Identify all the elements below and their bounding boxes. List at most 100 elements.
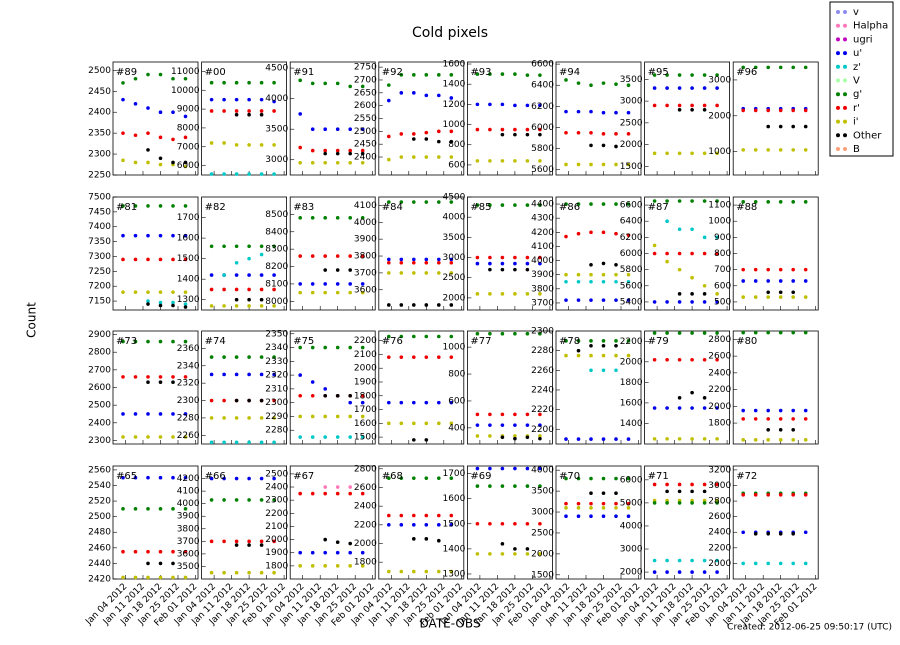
point	[222, 416, 226, 420]
point	[399, 513, 404, 518]
y-tick-label: 2000	[531, 549, 554, 559]
point	[259, 287, 264, 292]
point	[437, 271, 441, 275]
point	[538, 203, 542, 207]
y-tick-label: 1900	[354, 377, 377, 387]
point	[272, 355, 276, 359]
point	[247, 172, 251, 176]
point	[677, 558, 682, 563]
point	[525, 466, 530, 471]
point	[778, 408, 783, 413]
y-tick-label: 6000	[620, 475, 643, 485]
point	[424, 303, 429, 307]
point	[399, 155, 404, 159]
legend-marker	[843, 51, 847, 56]
y-tick-label: 1700	[177, 213, 200, 223]
point	[209, 97, 214, 102]
point	[222, 355, 226, 359]
panel-label: #74	[205, 336, 226, 347]
point	[335, 268, 340, 272]
point	[449, 257, 454, 262]
point	[665, 482, 669, 487]
point	[576, 476, 581, 481]
y-tick-label: 3600	[177, 549, 200, 559]
y-tick-label: 2260	[531, 366, 554, 376]
point	[272, 109, 276, 113]
y-tick-label: 800	[448, 140, 465, 150]
point	[803, 295, 808, 299]
point	[791, 330, 795, 335]
y-tick-label: 2450	[354, 140, 377, 150]
y-tick-label: 5800	[531, 144, 554, 154]
point	[183, 507, 188, 511]
point	[741, 267, 745, 272]
point	[652, 300, 657, 304]
point	[133, 549, 138, 554]
point	[412, 137, 416, 141]
point	[209, 498, 214, 502]
y-tick-label: 2500	[442, 273, 465, 283]
point	[475, 255, 480, 260]
point	[677, 501, 682, 505]
point	[766, 148, 770, 152]
legend-marker	[836, 92, 840, 97]
point	[387, 83, 391, 87]
point	[348, 435, 353, 439]
point	[791, 267, 795, 272]
point	[183, 375, 188, 379]
point	[500, 423, 505, 427]
point	[171, 160, 175, 165]
y-tick-label: 5600	[620, 281, 643, 291]
point	[741, 295, 745, 299]
point	[259, 109, 264, 113]
point	[424, 137, 429, 141]
point	[791, 148, 795, 152]
point	[158, 561, 163, 566]
y-tick-label: 2100	[265, 522, 288, 532]
point	[564, 339, 568, 343]
point	[690, 108, 694, 112]
point	[247, 440, 251, 445]
y-tick-label: 1500	[177, 254, 200, 264]
point	[387, 260, 391, 265]
point	[626, 279, 631, 284]
point	[614, 353, 618, 358]
point	[222, 440, 226, 445]
point	[449, 476, 454, 480]
point	[121, 435, 125, 439]
point	[665, 489, 669, 494]
point	[360, 345, 365, 350]
point	[803, 65, 808, 70]
y-tick-label: 2480	[88, 528, 111, 538]
point	[222, 97, 226, 102]
legend-label: u'	[853, 48, 862, 59]
y-tick-label: 2300	[177, 396, 200, 406]
point	[702, 292, 707, 296]
point	[323, 216, 328, 220]
point	[259, 416, 264, 420]
y-tick-label: 900	[714, 233, 731, 243]
point	[234, 476, 239, 481]
y-tick-label: 2280	[531, 346, 554, 356]
point	[259, 543, 264, 547]
point	[564, 272, 568, 277]
y-tick-label: 1800	[354, 558, 377, 568]
point	[525, 547, 530, 551]
point	[702, 482, 707, 487]
point	[209, 570, 214, 575]
point	[690, 437, 694, 441]
point	[702, 235, 707, 240]
point	[171, 339, 175, 344]
point	[348, 282, 353, 286]
point	[652, 86, 657, 90]
point	[298, 145, 303, 150]
point	[665, 251, 669, 256]
point	[323, 564, 328, 568]
point	[791, 279, 795, 283]
point	[272, 570, 276, 575]
point	[323, 435, 328, 439]
point	[525, 292, 530, 296]
y-tick-label: 1800	[708, 419, 731, 429]
point	[387, 400, 391, 405]
